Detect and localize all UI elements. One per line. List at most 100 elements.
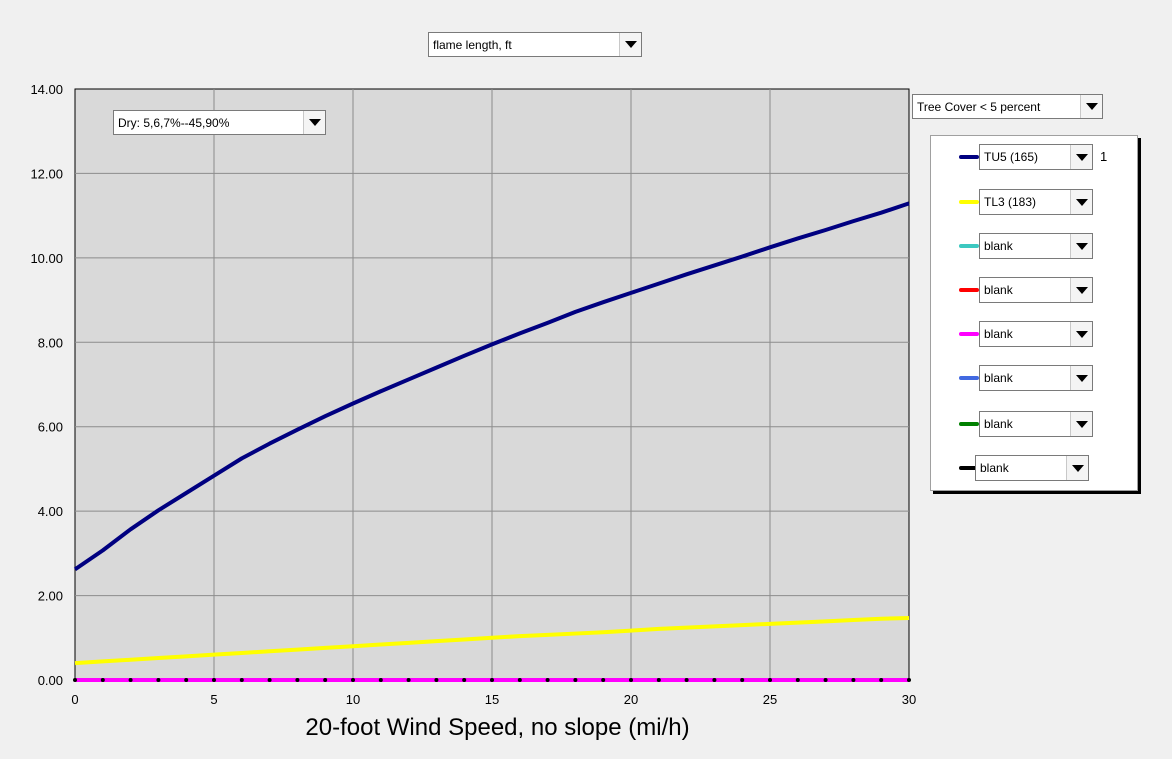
axis-ticks: 0 5 10 15 20 25 30 0.00 2.00 4.00 6.00 8.00 10.00 12.… — [30, 82, 916, 707]
legend-swatch — [959, 376, 979, 380]
x-tick-label: 0 — [71, 692, 78, 707]
legend-swatch — [959, 244, 979, 248]
legend-fuel-select[interactable]: blank — [979, 321, 1093, 347]
legend-fuel-label: blank — [984, 417, 1013, 431]
legend-fuel-select-button[interactable] — [1070, 366, 1092, 390]
x-tick-label: 20 — [624, 692, 638, 707]
legend-fuel-select-button[interactable] — [1070, 412, 1092, 436]
metric-select-button[interactable] — [619, 33, 641, 56]
data-point — [545, 678, 550, 682]
legend-fuel-select-button[interactable] — [1070, 278, 1092, 302]
canopy-select-value: Tree Cover < 5 percent — [917, 99, 1041, 114]
y-tick-label: 2.00 — [38, 589, 63, 604]
moisture-select[interactable]: Dry: 5,6,7%--45,90% — [113, 110, 326, 135]
data-point — [517, 678, 522, 682]
y-tick-label: 0.00 — [38, 673, 63, 688]
y-tick-label: 10.00 — [30, 251, 63, 266]
legend-fuel-select-button[interactable] — [1066, 456, 1088, 480]
data-point — [656, 678, 661, 682]
data-point — [573, 678, 578, 682]
data-point — [629, 678, 633, 682]
legend-item: blank — [931, 277, 1131, 303]
legend-swatch — [959, 288, 979, 292]
legend-fuel-label: blank — [980, 461, 1009, 475]
legend-fuel-select-button[interactable] — [1070, 145, 1092, 169]
data-point — [156, 678, 161, 682]
legend-item: blank — [931, 321, 1131, 347]
chevron-down-icon — [1075, 153, 1088, 161]
data-point — [267, 678, 272, 682]
y-tick-label: 14.00 — [30, 82, 63, 97]
legend-fuel-select[interactable]: blank — [979, 233, 1093, 259]
data-point — [128, 678, 133, 682]
legend-count: 1 — [1100, 149, 1108, 164]
chevron-down-icon — [1075, 330, 1088, 338]
data-point — [740, 678, 745, 682]
y-tick-label: 12.00 — [30, 166, 63, 181]
chevron-down-icon — [1071, 464, 1084, 472]
legend-item: TL3 (183) — [931, 189, 1131, 215]
series-lines — [73, 201, 911, 682]
legend-fuel-select[interactable]: blank — [979, 365, 1093, 391]
chevron-down-icon — [624, 41, 637, 48]
chevron-down-icon — [1075, 198, 1088, 206]
legend-fuel-select[interactable]: blank — [979, 411, 1093, 437]
data-point — [601, 678, 606, 682]
data-point — [323, 678, 328, 682]
x-tick-label: 30 — [902, 692, 916, 707]
canopy-select[interactable]: Tree Cover < 5 percent — [912, 94, 1103, 119]
data-point — [351, 678, 355, 682]
legend-fuel-label: blank — [984, 283, 1013, 297]
data-point — [462, 678, 467, 682]
moisture-select-button[interactable] — [303, 111, 325, 134]
data-point — [712, 678, 717, 682]
x-tick-label: 15 — [485, 692, 499, 707]
data-point — [490, 678, 494, 682]
series-line-1 — [74, 615, 910, 666]
data-point — [851, 678, 856, 682]
legend-swatch — [959, 466, 979, 470]
data-point — [295, 678, 300, 682]
data-point — [212, 678, 216, 682]
legend-swatch — [959, 155, 979, 159]
x-tick-label: 5 — [210, 692, 217, 707]
data-point — [434, 678, 439, 682]
canopy-select-button[interactable] — [1080, 95, 1102, 118]
chevron-down-icon — [1075, 374, 1088, 382]
legend-fuel-select-button[interactable] — [1070, 234, 1092, 258]
metric-select[interactable]: flame length, ft — [428, 32, 642, 57]
data-point — [684, 678, 689, 682]
data-point — [907, 678, 911, 682]
legend-fuel-select[interactable]: TU5 (165) — [979, 144, 1093, 170]
legend-item: blank — [931, 365, 1131, 391]
legend-fuel-select[interactable]: blank — [975, 455, 1089, 481]
legend-item: blank — [931, 455, 1131, 481]
legend-fuel-select-button[interactable] — [1070, 190, 1092, 214]
chevron-down-icon — [1075, 420, 1088, 428]
legend-fuel-label: blank — [984, 239, 1013, 253]
legend-fuel-select-button[interactable] — [1070, 322, 1092, 346]
x-tick-label: 25 — [763, 692, 777, 707]
series-line-0 — [73, 201, 910, 572]
legend-fuel-label: blank — [984, 327, 1013, 341]
legend-fuel-select[interactable]: TL3 (183) — [979, 189, 1093, 215]
data-point — [879, 678, 884, 682]
data-point — [73, 678, 77, 682]
x-tick-label: 10 — [346, 692, 360, 707]
chevron-down-icon — [1075, 242, 1088, 250]
legend-item: blank — [931, 233, 1131, 259]
data-point — [406, 678, 411, 682]
legend-fuel-label: blank — [984, 371, 1013, 385]
data-point — [184, 678, 189, 682]
y-tick-label: 4.00 — [38, 504, 63, 519]
x-axis-title: 20-foot Wind Speed, no slope (mi/h) — [305, 714, 690, 741]
moisture-select-value: Dry: 5,6,7%--45,90% — [118, 115, 230, 130]
y-tick-label: 6.00 — [38, 420, 63, 435]
data-point — [100, 678, 105, 682]
legend-fuel-label: TL3 (183) — [984, 195, 1037, 209]
chevron-down-icon — [308, 119, 321, 126]
data-point — [823, 678, 828, 682]
legend-fuel-select[interactable]: blank — [979, 277, 1093, 303]
metric-select-value: flame length, ft — [433, 37, 512, 52]
data-point — [768, 678, 772, 682]
